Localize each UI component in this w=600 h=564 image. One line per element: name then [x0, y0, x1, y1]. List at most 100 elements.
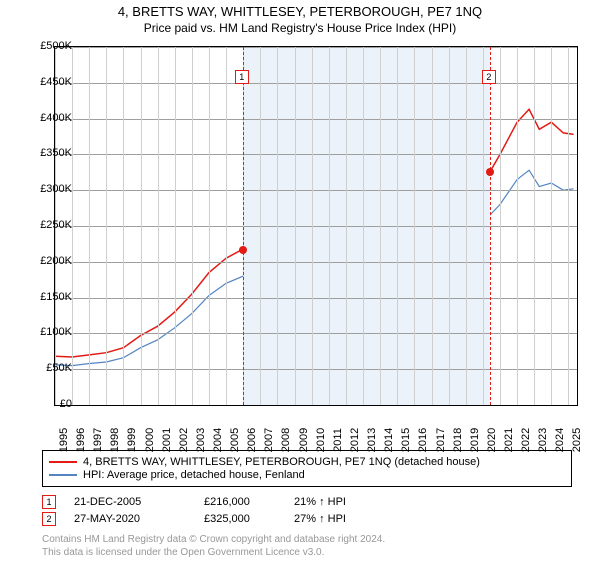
x-tick-label: 2015	[400, 428, 412, 452]
x-tick-label: 2009	[298, 428, 310, 452]
grid-line-v	[175, 47, 176, 405]
x-tick-label: 2005	[229, 428, 241, 452]
grid-line-v	[397, 47, 398, 405]
y-tick-label: £400K	[24, 112, 72, 124]
event-marker-box: 2	[482, 70, 496, 84]
grid-line-v	[192, 47, 193, 405]
grid-line-h	[55, 298, 577, 299]
y-tick-label: £100K	[24, 326, 72, 338]
grid-line-h	[55, 119, 577, 120]
event-marker-box: 1	[235, 70, 249, 84]
grid-line-h	[55, 369, 577, 370]
x-tick-label: 2018	[452, 428, 464, 452]
grid-line-v	[226, 47, 227, 405]
y-tick-label: £350K	[24, 147, 72, 159]
grid-line-v	[432, 47, 433, 405]
x-tick-label: 2006	[246, 428, 258, 452]
grid-line-h	[55, 262, 577, 263]
legend-label: 4, BRETTS WAY, WHITTLESEY, PETERBOROUGH,…	[83, 456, 480, 468]
grid-line-h	[55, 226, 577, 227]
legend: 4, BRETTS WAY, WHITTLESEY, PETERBOROUGH,…	[42, 450, 572, 487]
event-line	[243, 47, 244, 405]
event-line	[490, 47, 491, 405]
legend-row: HPI: Average price, detached house, Fenl…	[49, 469, 565, 481]
x-tick-label: 2014	[383, 428, 395, 452]
x-tick-label: 1995	[58, 428, 70, 452]
x-tick-label: 1996	[75, 428, 87, 452]
attribution-line2: This data is licensed under the Open Gov…	[42, 547, 385, 560]
event-price: £216,000	[204, 496, 294, 508]
event-row: 2 27-MAY-2020£325,00027% ↑ HPI	[42, 512, 394, 526]
x-tick-label: 1998	[109, 428, 121, 452]
legend-label: HPI: Average price, detached house, Fenl…	[83, 469, 305, 481]
chart-plot-area	[54, 46, 578, 406]
grid-line-v	[329, 47, 330, 405]
y-tick-label: £150K	[24, 291, 72, 303]
x-tick-label: 2017	[435, 428, 447, 452]
x-tick-label: 2019	[469, 428, 481, 452]
grid-line-v	[517, 47, 518, 405]
grid-line-h	[55, 190, 577, 191]
grid-line-v	[295, 47, 296, 405]
event-data-point	[486, 168, 494, 176]
chart-title: 4, BRETTS WAY, WHITTLESEY, PETERBOROUGH,…	[0, 4, 600, 19]
x-tick-label: 2011	[332, 428, 344, 452]
event-row-marker: 2	[42, 512, 56, 526]
grid-line-v	[277, 47, 278, 405]
grid-line-v	[500, 47, 501, 405]
grid-line-v	[72, 47, 73, 405]
event-pct: 27% ↑ HPI	[294, 513, 394, 525]
x-tick-label: 2000	[144, 428, 156, 452]
grid-line-v	[89, 47, 90, 405]
legend-swatch	[49, 474, 77, 476]
grid-line-v	[466, 47, 467, 405]
x-tick-label: 1997	[92, 428, 104, 452]
event-row: 121-DEC-2005£216,00021% ↑ HPI	[42, 495, 394, 509]
y-tick-label: £200K	[24, 255, 72, 267]
x-tick-label: 2021	[503, 428, 515, 452]
grid-line-v	[106, 47, 107, 405]
grid-line-v	[534, 47, 535, 405]
grid-line-v	[483, 47, 484, 405]
x-tick-label: 2016	[417, 428, 429, 452]
x-tick-label: 2012	[349, 428, 361, 452]
grid-line-v	[346, 47, 347, 405]
x-tick-label: 2022	[520, 428, 532, 452]
grid-line-v	[380, 47, 381, 405]
chart-subtitle: Price paid vs. HM Land Registry's House …	[0, 21, 600, 35]
grid-line-v	[209, 47, 210, 405]
event-date: 27-MAY-2020	[74, 513, 204, 525]
legend-row: 4, BRETTS WAY, WHITTLESEY, PETERBOROUGH,…	[49, 456, 565, 468]
grid-line-v	[568, 47, 569, 405]
grid-line-v	[158, 47, 159, 405]
grid-line-h	[55, 47, 577, 48]
x-tick-label: 2004	[212, 428, 224, 452]
grid-line-v	[312, 47, 313, 405]
event-data-point	[239, 246, 247, 254]
x-tick-label: 2023	[537, 428, 549, 452]
x-tick-label: 2003	[195, 428, 207, 452]
x-tick-label: 2008	[280, 428, 292, 452]
grid-line-v	[449, 47, 450, 405]
y-tick-label: £50K	[24, 362, 72, 374]
grid-line-v	[363, 47, 364, 405]
event-pct: 21% ↑ HPI	[294, 496, 394, 508]
y-tick-label: £450K	[24, 76, 72, 88]
x-tick-label: 2024	[554, 428, 566, 452]
event-row-marker: 1	[42, 495, 56, 509]
x-tick-label: 2007	[263, 428, 275, 452]
events-table: 121-DEC-2005£216,00021% ↑ HPI 2 27-MAY-202…	[42, 492, 394, 529]
x-tick-label: 2010	[315, 428, 327, 452]
x-tick-label: 2020	[486, 428, 498, 452]
x-tick-label: 2001	[161, 428, 173, 452]
legend-swatch	[49, 461, 77, 463]
grid-line-v	[551, 47, 552, 405]
grid-line-h	[55, 333, 577, 334]
y-tick-label: £300K	[24, 183, 72, 195]
grid-line-v	[414, 47, 415, 405]
x-tick-label: 2013	[366, 428, 378, 452]
x-tick-label: 2002	[178, 428, 190, 452]
y-tick-label: £500K	[24, 40, 72, 52]
grid-line-h	[55, 83, 577, 84]
event-price: £325,000	[204, 513, 294, 525]
